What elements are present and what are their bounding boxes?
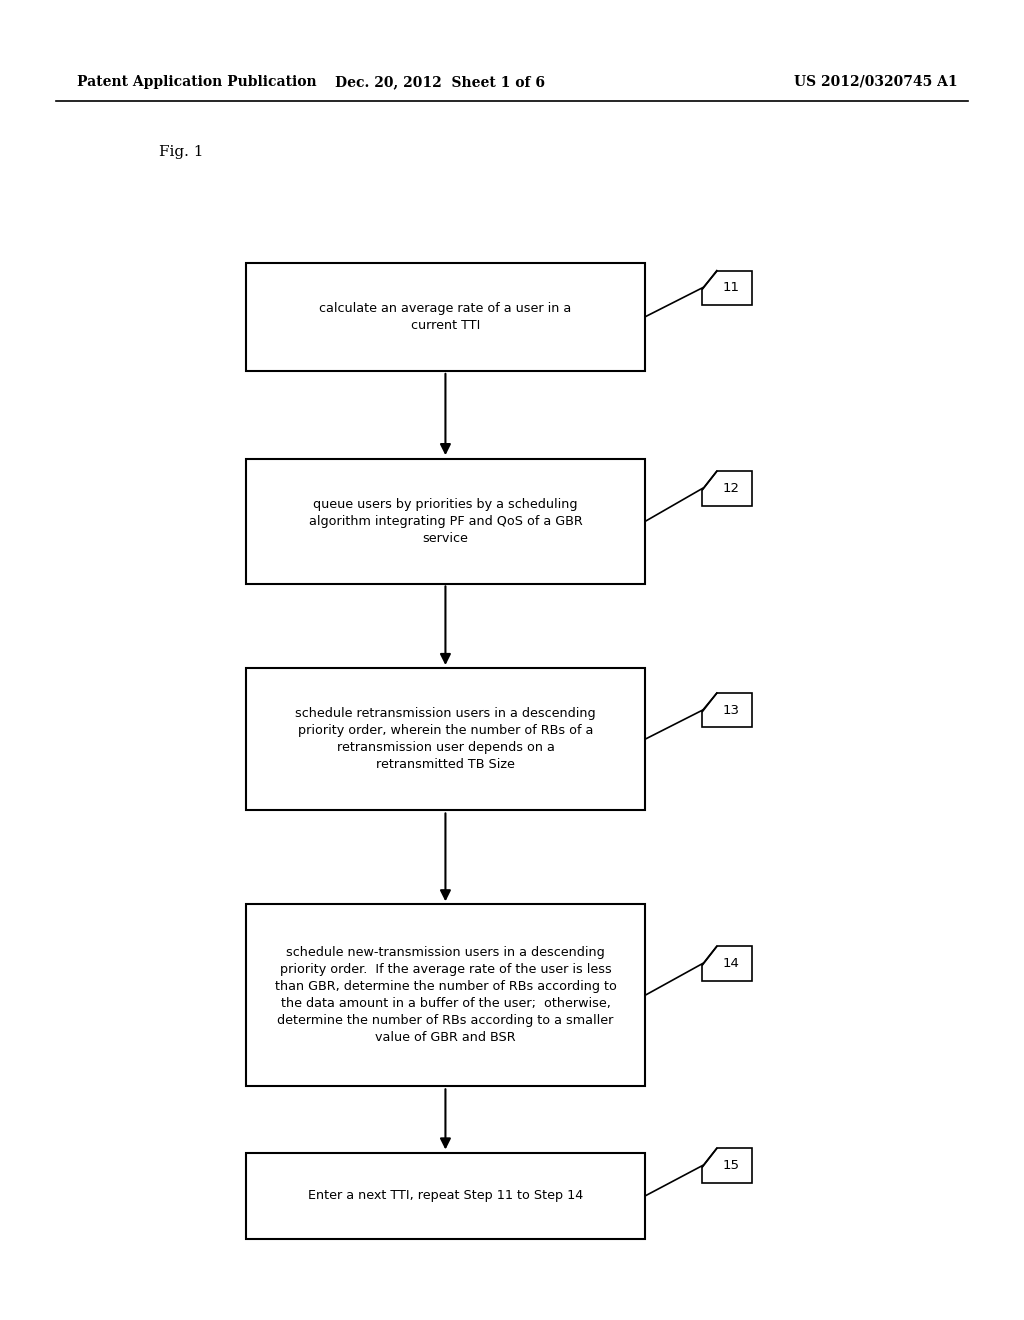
Text: Patent Application Publication: Patent Application Publication bbox=[77, 75, 316, 88]
Polygon shape bbox=[702, 271, 752, 305]
Text: queue users by priorities by a scheduling
algorithm integrating PF and QoS of a : queue users by priorities by a schedulin… bbox=[308, 498, 583, 545]
Bar bbox=[246, 263, 645, 371]
Bar bbox=[246, 668, 645, 810]
Text: Dec. 20, 2012  Sheet 1 of 6: Dec. 20, 2012 Sheet 1 of 6 bbox=[335, 75, 546, 88]
Text: US 2012/0320745 A1: US 2012/0320745 A1 bbox=[794, 75, 957, 88]
Text: 13: 13 bbox=[723, 704, 739, 717]
Text: Enter a next TTI, repeat Step 11 to Step 14: Enter a next TTI, repeat Step 11 to Step… bbox=[308, 1189, 583, 1203]
Polygon shape bbox=[702, 1148, 752, 1183]
Polygon shape bbox=[702, 693, 752, 727]
Bar bbox=[246, 904, 645, 1086]
Text: 11: 11 bbox=[723, 281, 739, 294]
Text: 12: 12 bbox=[723, 482, 739, 495]
Bar bbox=[246, 1154, 645, 1238]
Polygon shape bbox=[702, 946, 752, 981]
Text: 15: 15 bbox=[723, 1159, 739, 1172]
Bar bbox=[246, 459, 645, 583]
Text: calculate an average rate of a user in a
current TTI: calculate an average rate of a user in a… bbox=[319, 302, 571, 331]
Polygon shape bbox=[702, 471, 752, 506]
Text: schedule retransmission users in a descending
priority order, wherein the number: schedule retransmission users in a desce… bbox=[295, 708, 596, 771]
Text: 14: 14 bbox=[723, 957, 739, 970]
Text: Fig. 1: Fig. 1 bbox=[159, 145, 203, 158]
Text: schedule new-transmission users in a descending
priority order.  If the average : schedule new-transmission users in a des… bbox=[274, 946, 616, 1044]
